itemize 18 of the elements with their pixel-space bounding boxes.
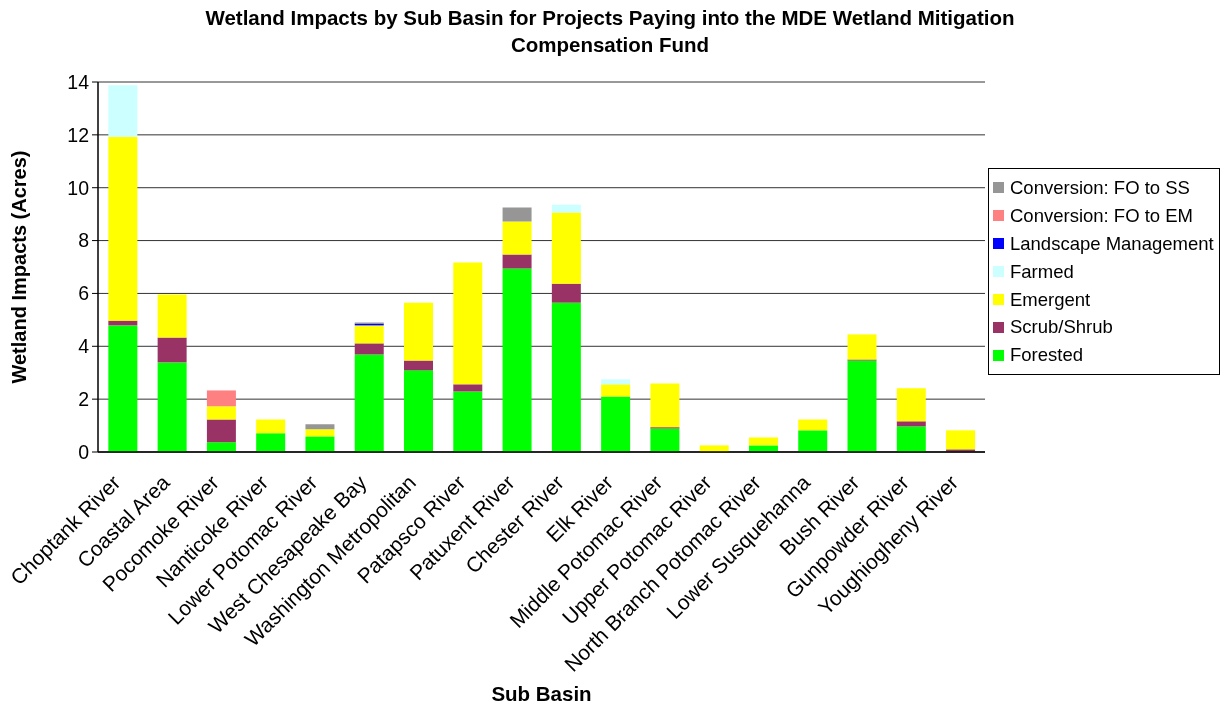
legend-label: Emergent <box>1010 288 1091 311</box>
legend-label: Forested <box>1010 344 1084 367</box>
y-tick-label: 12 <box>67 123 89 146</box>
x-axis-title: Sub Basin <box>491 682 592 706</box>
y-tick-label: 6 <box>78 282 89 305</box>
chart-title: Wetland Impacts by Sub Basin for Projects Paying into the MDE Wetland Mitigation Compensation Fund <box>204 5 1016 58</box>
y-axis-title: Wetland Impacts (Acres) <box>7 150 31 384</box>
y-tick-label: 10 <box>67 176 90 199</box>
legend-label: Conversion: FO to SS <box>1010 176 1190 199</box>
y-tick-label: 4 <box>78 335 90 358</box>
y-tick-label: 0 <box>78 440 90 463</box>
y-tick-label: 14 <box>67 70 90 93</box>
legend-label: Conversion: FO to EM <box>1010 204 1194 227</box>
legend-label: Landscape Management <box>1010 232 1214 255</box>
y-tick-label: 8 <box>78 229 89 252</box>
legend-label: Farmed <box>1010 260 1074 283</box>
y-tick-label: 2 <box>78 388 89 411</box>
legend-label: Scrub/Shrub <box>1010 316 1113 339</box>
